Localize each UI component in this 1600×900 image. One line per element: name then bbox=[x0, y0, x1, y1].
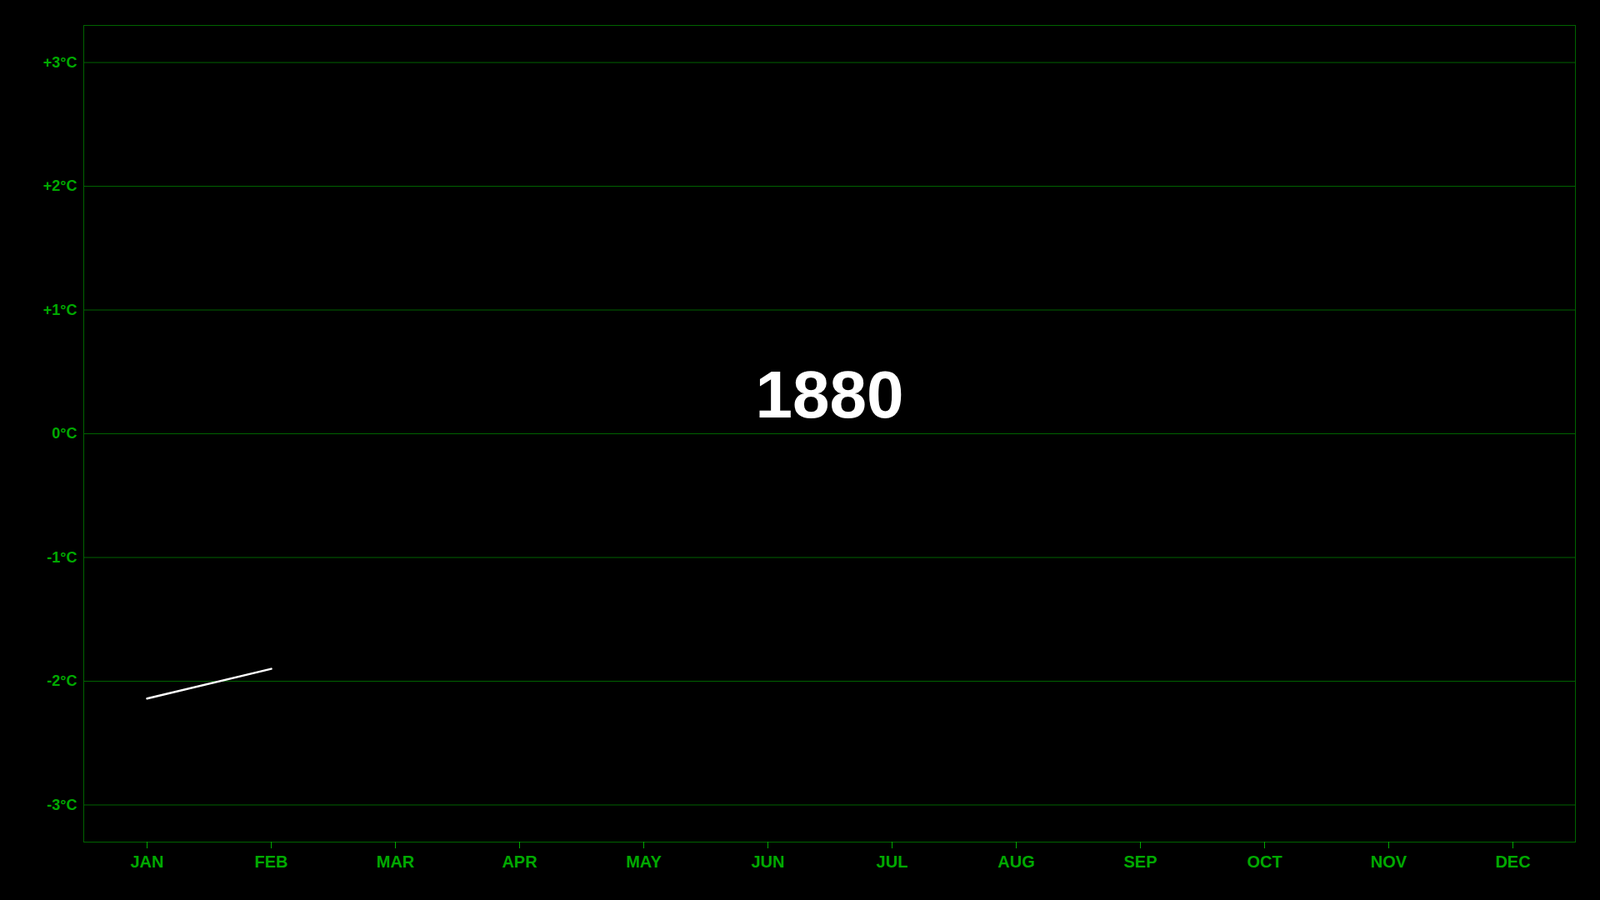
svg-text:MAR: MAR bbox=[376, 852, 415, 871]
svg-text:+1°C: +1°C bbox=[43, 301, 78, 319]
svg-text:-3°C: -3°C bbox=[46, 796, 77, 814]
svg-text:OCT: OCT bbox=[1246, 852, 1282, 871]
svg-text:JAN: JAN bbox=[130, 852, 164, 871]
svg-text:+2°C: +2°C bbox=[43, 177, 78, 195]
svg-text:APR: APR bbox=[501, 852, 538, 871]
svg-text:AUG: AUG bbox=[997, 852, 1035, 871]
svg-text:DEC: DEC bbox=[1495, 852, 1530, 871]
svg-text:SEP: SEP bbox=[1123, 852, 1157, 871]
svg-text:JUL: JUL bbox=[876, 852, 909, 871]
svg-text:-1°C: -1°C bbox=[46, 549, 77, 566]
svg-text:FEB: FEB bbox=[255, 852, 289, 871]
svg-text:JUN: JUN bbox=[750, 852, 785, 871]
svg-text:+3°C: +3°C bbox=[43, 54, 78, 71]
svg-text:-2°C: -2°C bbox=[46, 672, 77, 690]
svg-text:0°C: 0°C bbox=[51, 425, 77, 442]
svg-text:1880: 1880 bbox=[755, 357, 905, 432]
svg-text:MAY: MAY bbox=[625, 852, 662, 871]
svg-text:NOV: NOV bbox=[1370, 852, 1408, 871]
